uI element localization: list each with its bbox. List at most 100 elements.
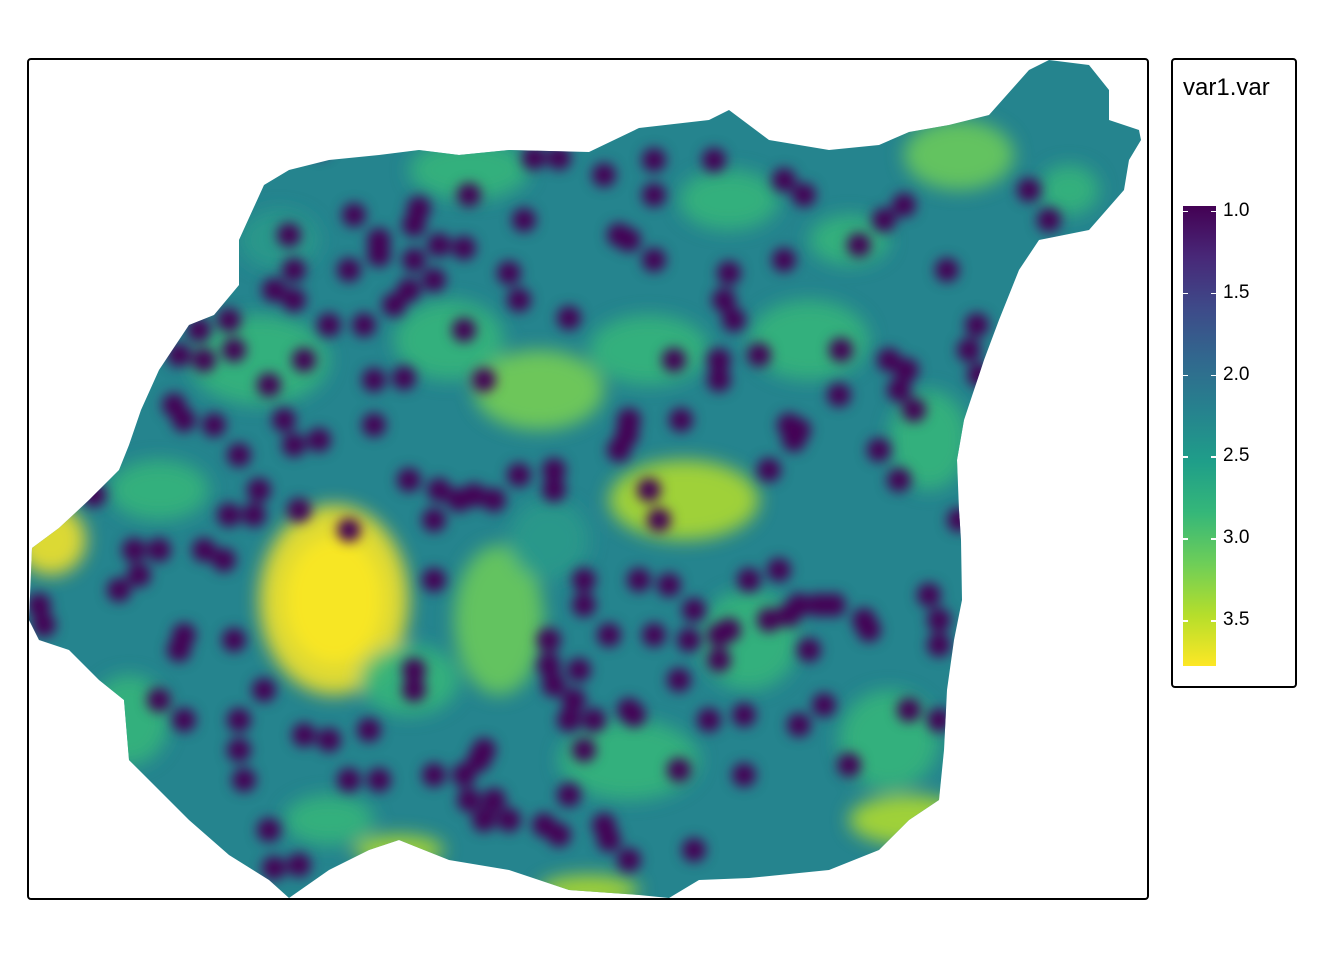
observation-point [367, 768, 391, 792]
observation-point [547, 146, 571, 170]
observation-point [967, 363, 991, 387]
observation-point [467, 748, 491, 772]
observation-point [402, 678, 426, 702]
observation-point [282, 258, 306, 282]
observation-point [1017, 178, 1041, 202]
observation-point [257, 373, 281, 397]
observation-point [707, 348, 731, 372]
legend-tick-mark [1183, 210, 1216, 213]
observation-point [227, 738, 251, 762]
observation-point [277, 223, 301, 247]
observation-point [497, 261, 521, 285]
observation-point [682, 838, 706, 862]
observation-point [732, 703, 756, 727]
observation-point [592, 163, 616, 187]
observation-point [712, 288, 736, 312]
observation-point [717, 261, 741, 285]
observation-point [702, 148, 726, 172]
observation-point [292, 723, 316, 747]
map-panel [27, 58, 1149, 900]
observation-point [767, 558, 791, 582]
observation-point [772, 248, 796, 272]
legend-tick-label: 3.5 [1223, 609, 1250, 631]
legend-tick-label: 3.0 [1223, 527, 1250, 549]
observation-point [895, 358, 919, 382]
observation-point [622, 703, 646, 727]
observation-point [192, 538, 216, 562]
legend-tick-label: 1.0 [1223, 199, 1250, 221]
observation-point [647, 508, 671, 532]
observation-point [667, 758, 691, 782]
observation-point [242, 503, 266, 527]
observation-point [637, 478, 661, 502]
legend-tick-mark [1183, 292, 1216, 295]
observation-point [337, 258, 361, 282]
variance-high-area [284, 535, 384, 665]
observation-point [202, 413, 226, 437]
observation-point [147, 538, 171, 562]
observation-point [392, 366, 416, 390]
observation-point [757, 608, 781, 632]
observation-point [682, 598, 706, 622]
observation-point [597, 828, 621, 852]
observation-point [669, 408, 693, 432]
observation-point [452, 318, 476, 342]
variance-raster-map [29, 60, 1141, 898]
variance-high-area [354, 835, 444, 865]
variance-high-area [109, 460, 209, 520]
observation-point [837, 753, 861, 777]
observation-point [337, 768, 361, 792]
observation-point [847, 233, 871, 257]
variance-high-area [749, 300, 869, 380]
observation-point [342, 203, 366, 227]
observation-point [567, 658, 591, 682]
observation-point [822, 593, 846, 617]
observation-point [722, 308, 746, 332]
observation-point [957, 338, 981, 362]
observation-point [542, 673, 566, 697]
observation-point [232, 768, 256, 792]
observation-point [829, 338, 853, 362]
observation-point [362, 413, 386, 437]
variance-high-area [609, 460, 759, 540]
observation-point [797, 638, 821, 662]
observation-point [107, 578, 131, 602]
variance-high-area [284, 795, 374, 845]
observation-point [897, 698, 921, 722]
observation-point [317, 313, 341, 337]
observation-point [257, 818, 281, 842]
observation-point [422, 763, 446, 787]
observation-point [287, 853, 311, 877]
observation-point [357, 718, 381, 742]
observation-point [707, 368, 731, 392]
observation-point [362, 368, 386, 392]
observation-point [867, 438, 891, 462]
observation-point [542, 478, 566, 502]
observation-point [965, 313, 989, 337]
observation-point [857, 618, 881, 642]
observation-point [227, 443, 251, 467]
observation-point [307, 428, 331, 452]
legend-tick-mark [1183, 538, 1216, 540]
legend-tick-mark [1183, 374, 1216, 377]
observation-point [247, 478, 271, 502]
variance-high-area [589, 315, 709, 385]
observation-point [542, 458, 566, 482]
observation-point [272, 408, 296, 432]
observation-point [737, 568, 761, 592]
observation-point [167, 343, 191, 367]
observation-point [352, 313, 376, 337]
legend-tick-label: 2.5 [1223, 445, 1250, 467]
variance-high-area [474, 350, 604, 430]
observation-point [222, 628, 246, 652]
observation-point [457, 183, 481, 207]
observation-point [657, 573, 681, 597]
observation-point [787, 713, 811, 737]
observation-point [757, 458, 781, 482]
observation-point [772, 168, 796, 192]
observation-point [292, 348, 316, 372]
observation-point [537, 653, 561, 677]
observation-point [482, 488, 506, 512]
observation-point [557, 306, 581, 330]
observation-point [497, 808, 521, 832]
